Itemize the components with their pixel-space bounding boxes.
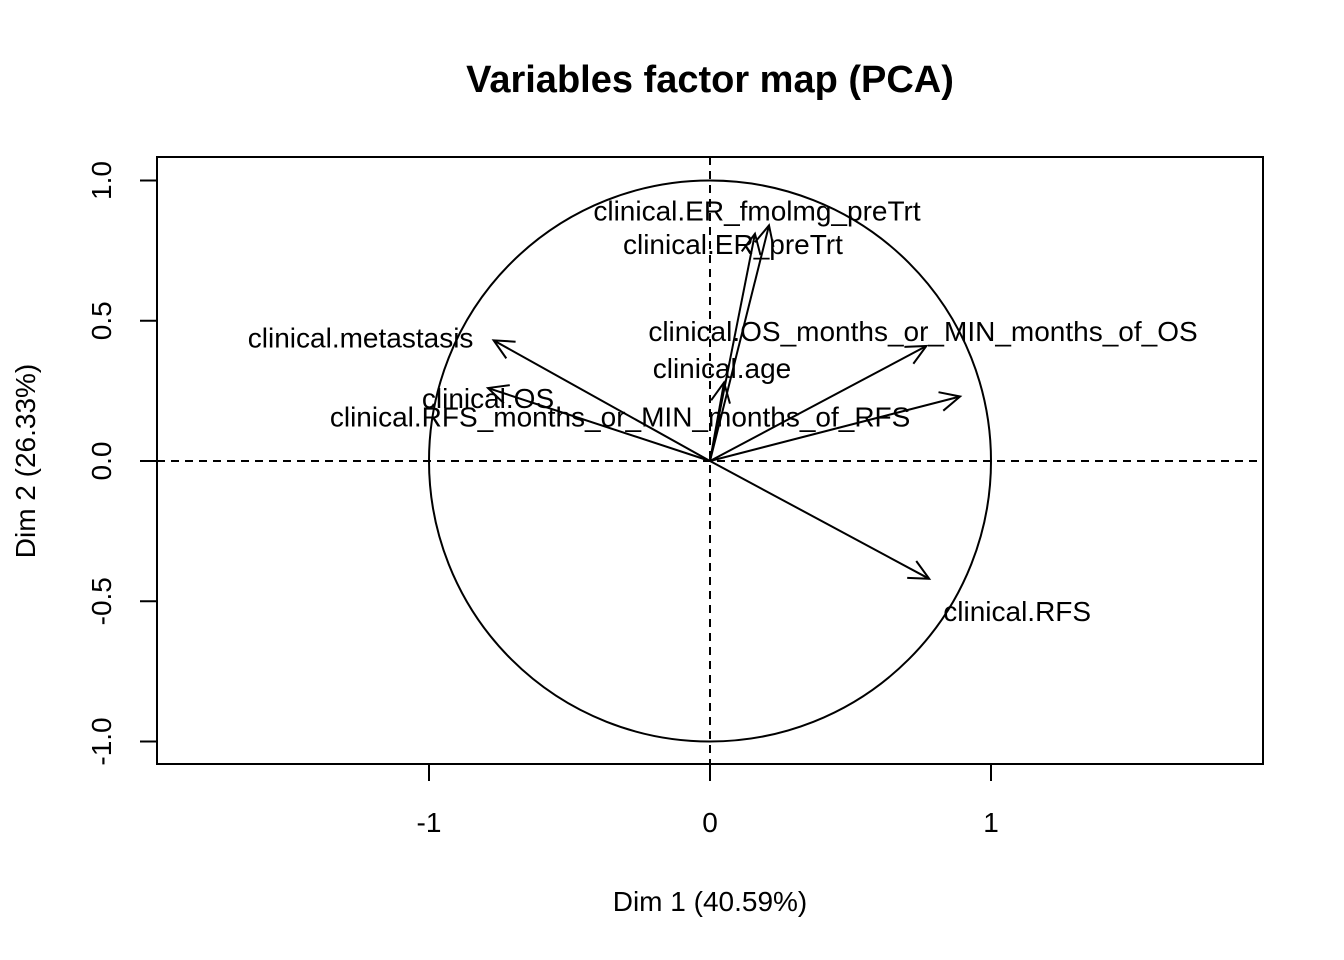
arrow-clinical-rfs bbox=[709, 460, 930, 580]
variable-arrows bbox=[485, 223, 963, 580]
label-clinical-metastasis: clinical.metastasis bbox=[248, 322, 474, 353]
arrow-clinical-metastasis bbox=[493, 339, 711, 462]
y-tick-label: -0.5 bbox=[86, 577, 117, 625]
arrowhead-clinical-rfs-months-or-min-months-of-rfs bbox=[938, 391, 963, 412]
y-axis-ticks: -1.0 -0.5 0.0 0.5 1.0 bbox=[86, 161, 157, 766]
arrowhead-clinical-age bbox=[710, 380, 731, 404]
x-axis-ticks: -1 0 1 bbox=[417, 764, 999, 838]
y-tick-label: 0.5 bbox=[86, 301, 117, 340]
x-tick-label: 1 bbox=[983, 807, 999, 838]
label-clinical-er-fmolmg-pretrt: clinical.ER_fmolmg_preTrt bbox=[593, 195, 920, 226]
y-tick-label: 1.0 bbox=[86, 161, 117, 200]
chart-title: Variables factor map (PCA) bbox=[466, 59, 954, 101]
x-tick-label: -1 bbox=[417, 807, 442, 838]
y-axis-label: Dim 2 (26.33%) bbox=[10, 364, 41, 559]
variable-labels: clinical.ER_fmolmg_preTrtclinical.ER_pre… bbox=[248, 195, 1198, 626]
y-tick-label: 0.0 bbox=[86, 442, 117, 481]
arrow-clinical-rfs-months-or-min-months-of-rfs bbox=[709, 395, 961, 462]
arrow-clinical-er-fmolmg-pretrt bbox=[709, 225, 770, 462]
y-tick-label: -1.0 bbox=[86, 717, 117, 765]
arrowhead-clinical-rfs bbox=[907, 560, 932, 580]
arrowhead-clinical-metastasis bbox=[491, 339, 516, 359]
label-clinical-rfs-months-or-min-months-of-rfs: clinical.RFS_months_or_MIN_months_of_RFS bbox=[330, 401, 910, 432]
label-clinical-os-months-or-min-months-of-os: clinical.OS_months_or_MIN_months_of_OS bbox=[648, 316, 1197, 347]
arrowhead-clinical-er-pretrt bbox=[740, 231, 762, 256]
arrow-clinical-os bbox=[487, 387, 711, 462]
arrow-clinical-os-months-or-min-months-of-os bbox=[709, 345, 927, 462]
label-clinical-age: clinical.age bbox=[653, 353, 792, 384]
arrowhead-clinical-os bbox=[485, 384, 510, 405]
label-clinical-os: clinical.OS bbox=[422, 383, 554, 414]
arrowhead-clinical-er-fmolmg-pretrt bbox=[754, 223, 775, 248]
label-clinical-rfs: clinical.RFS bbox=[943, 596, 1091, 627]
arrow-clinical-age bbox=[709, 382, 726, 462]
arrowhead-clinical-os-months-or-min-months-of-os bbox=[904, 344, 929, 365]
x-axis-label: Dim 1 (40.59%) bbox=[613, 886, 808, 917]
label-clinical-er-pretrt: clinical.ER_preTrt bbox=[623, 229, 843, 260]
x-tick-label: 0 bbox=[702, 807, 718, 838]
correlation-circle bbox=[428, 179, 992, 743]
